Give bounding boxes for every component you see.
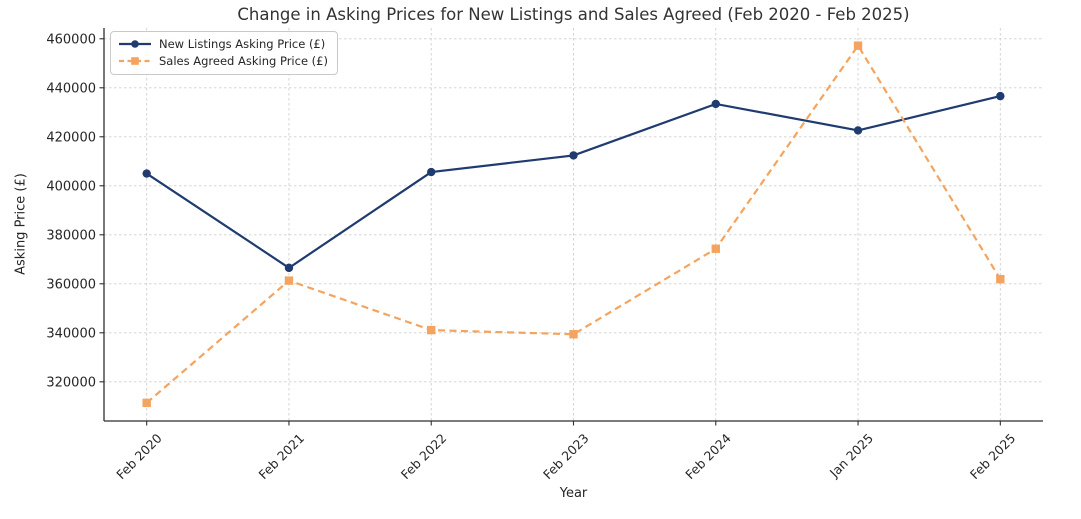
y-tick-label: 380000 bbox=[46, 228, 96, 243]
data-point-square bbox=[711, 244, 720, 253]
y-tick-label: 400000 bbox=[46, 179, 96, 194]
legend-line-circle-icon bbox=[118, 38, 152, 50]
legend-sample-circle bbox=[131, 40, 139, 48]
legend-row-sales-agreed: Sales Agreed Asking Price (£) bbox=[118, 54, 328, 68]
data-point-circle bbox=[284, 263, 294, 273]
data-point-square bbox=[996, 274, 1005, 284]
x-tick-label: Feb 2021 bbox=[256, 431, 308, 483]
data-point-circle bbox=[142, 169, 151, 178]
legend-sample-square bbox=[131, 57, 139, 65]
y-tick-label: 320000 bbox=[46, 375, 96, 390]
legend-label-sales-agreed: Sales Agreed Asking Price (£) bbox=[159, 54, 328, 68]
data-point-square bbox=[853, 41, 863, 50]
x-axis-label: Year bbox=[559, 486, 588, 501]
legend-row-new-listings: New Listings Asking Price (£) bbox=[118, 37, 328, 51]
legend-label-new-listings: New Listings Asking Price (£) bbox=[159, 37, 326, 51]
data-point-circle bbox=[711, 99, 720, 109]
series-line-0 bbox=[146, 95, 1001, 270]
data-point-square bbox=[284, 276, 294, 285]
data-point-circle bbox=[853, 126, 863, 135]
x-tick-label: Feb 2023 bbox=[540, 431, 592, 483]
y-tick-label: 440000 bbox=[46, 81, 96, 96]
data-point-square bbox=[427, 325, 436, 335]
legend-sample-svg bbox=[119, 40, 151, 48]
y-tick-label: 340000 bbox=[46, 326, 96, 341]
legend-sample-svg bbox=[119, 57, 151, 65]
y-axis-label: Asking Price (£) bbox=[13, 173, 29, 275]
legend: New Listings Asking Price (£) Sales Agre… bbox=[110, 31, 338, 75]
y-tick-label: 420000 bbox=[46, 130, 96, 145]
y-tick-label: 360000 bbox=[46, 277, 96, 292]
data-point-square bbox=[142, 398, 151, 408]
y-tick-label: 460000 bbox=[46, 32, 96, 47]
x-tick-label: Feb 2022 bbox=[398, 431, 450, 483]
x-tick-label: Feb 2024 bbox=[682, 430, 734, 482]
legend-dashed-square-icon bbox=[118, 55, 152, 67]
data-point-square bbox=[569, 330, 578, 339]
chart-title: Change in Asking Prices for New Listings… bbox=[237, 5, 910, 24]
data-point-circle bbox=[569, 151, 578, 160]
data-point-circle bbox=[996, 91, 1005, 101]
x-tick-label: Feb 2020 bbox=[113, 430, 165, 482]
data-point-circle bbox=[427, 167, 436, 177]
x-tick-label: Jan 2025 bbox=[826, 431, 876, 481]
x-tick-label: Feb 2025 bbox=[967, 431, 1019, 483]
